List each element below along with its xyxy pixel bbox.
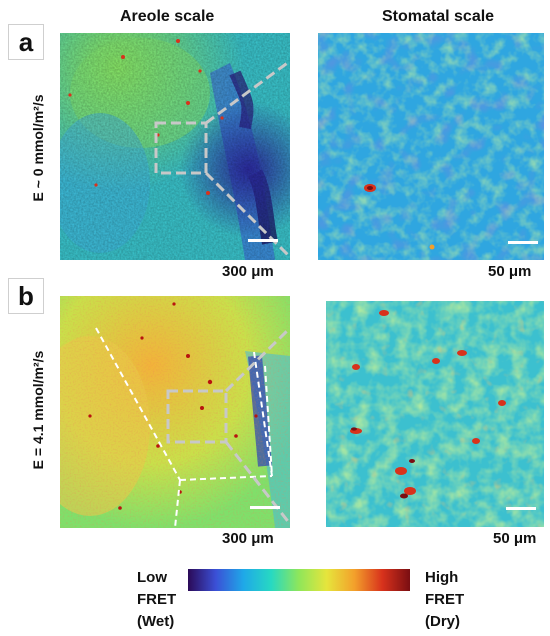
colorbar-gradient xyxy=(188,569,410,591)
scale-label-b-areole: 300 μm xyxy=(222,530,274,547)
colorbar-high-state: (Dry) xyxy=(425,613,461,630)
colorbar-high-fret: FRET xyxy=(425,591,465,608)
colorbar-low-word: Low xyxy=(137,569,167,586)
scale-label-a-areole: 300 μm xyxy=(222,263,274,280)
colorbar-low-fret: FRET xyxy=(137,591,177,608)
column-title-stomatal: Stomatal scale xyxy=(382,8,495,25)
micrograph-a-stomatal xyxy=(318,33,544,260)
colorbar-high-label: High FRET (Dry) xyxy=(425,567,464,633)
scale-bar xyxy=(248,239,278,242)
panel-letter-a: a xyxy=(8,24,44,60)
scale-label-b-stomatal: 50 μm xyxy=(493,530,537,547)
scale-bar xyxy=(508,241,538,244)
colorbar-low-label: Low FRET (Wet) xyxy=(137,567,176,633)
scale-bar xyxy=(250,506,280,509)
scale-bar xyxy=(506,507,536,510)
micrograph-b-areole xyxy=(60,296,290,528)
colorbar-low-state: (Wet) xyxy=(137,613,175,630)
micrograph-a-areole xyxy=(60,33,290,260)
panel-letter-b: b xyxy=(8,278,44,314)
micrograph-b-stomatal xyxy=(326,301,544,527)
colorbar-high-word: High xyxy=(425,569,459,586)
column-title-areole: Areole scale xyxy=(120,8,215,25)
row-label-a: E ~ 0 mmol/m²/s xyxy=(30,94,46,202)
scale-label-a-stomatal: 50 μm xyxy=(488,263,532,280)
row-label-b: E = 4.1 mmol/m²/s xyxy=(30,350,46,470)
